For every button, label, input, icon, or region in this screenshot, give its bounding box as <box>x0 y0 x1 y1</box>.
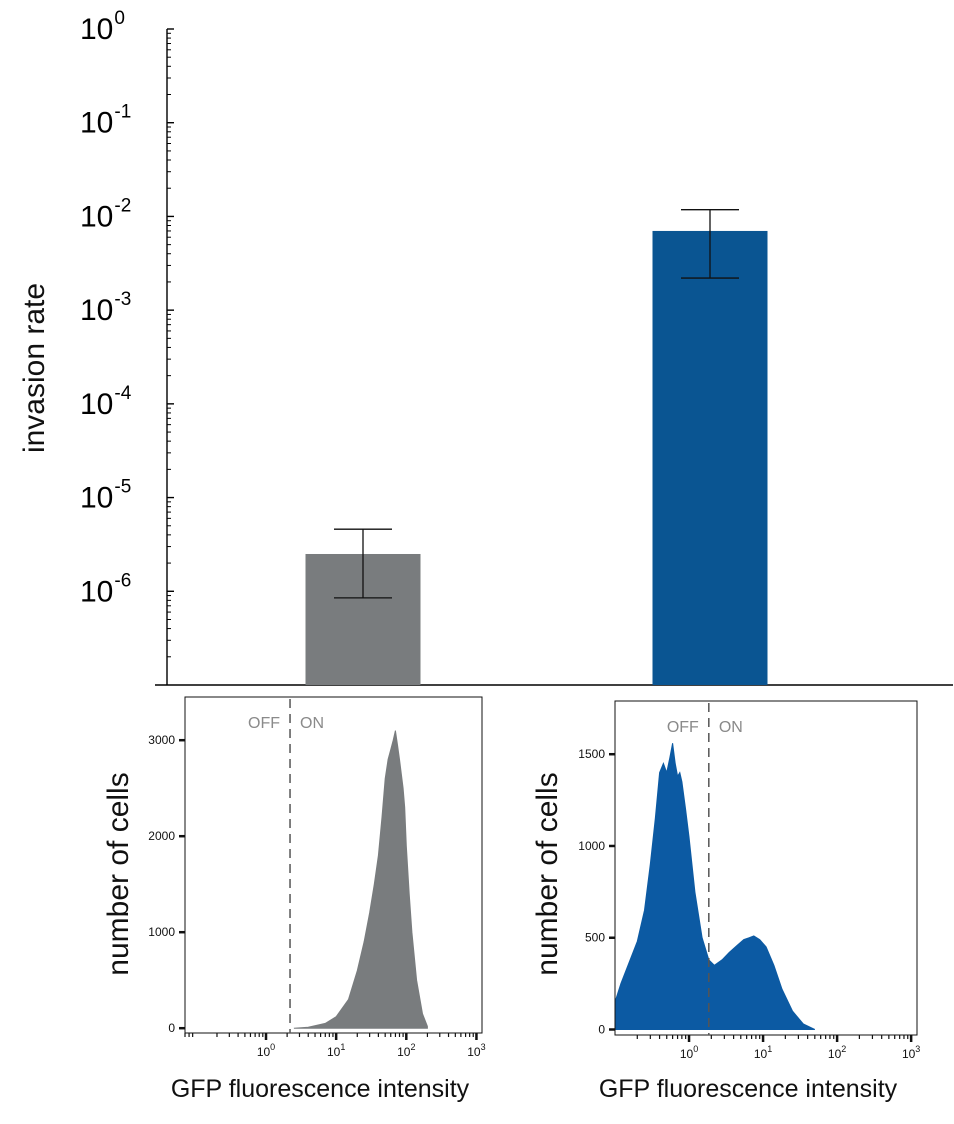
hist-left-frame <box>184 696 483 1034</box>
hist-left-x-tick-label-exponent: 1 <box>340 1042 345 1052</box>
bar-chart-y-tick-label-base: 10 <box>80 482 113 515</box>
histogram-left: number of cells GFP fluorescence intensi… <box>102 696 486 1103</box>
hist-left-x-tick-label-exponent: 3 <box>481 1042 486 1052</box>
hist-left-x-tick-label: 103 <box>467 1042 485 1059</box>
hist-right-x-tick-label: 101 <box>754 1044 772 1061</box>
hist-right-x-tick-label-exponent: 0 <box>693 1044 698 1054</box>
bar-chart-y-tick-label: 10-2 <box>80 195 131 233</box>
hist-left-x-tick-label-base: 10 <box>467 1045 481 1059</box>
bar-chart-y-tick-label-base: 10 <box>80 200 113 233</box>
hist-right-gate-on-label: ON <box>719 719 743 736</box>
bar-chart-y-tick-label-exponent: -2 <box>114 195 131 216</box>
hist-left-x-tick-label-base: 10 <box>327 1045 341 1059</box>
hist-left-x-tick-label-exponent: 2 <box>410 1042 415 1052</box>
bar-chart-y-tick-label-exponent: -1 <box>114 102 131 123</box>
hist-left-x-tick-label-exponent: 0 <box>270 1042 275 1052</box>
bar-chart-y-tick-label-exponent: -5 <box>114 477 131 498</box>
bar-chart-y-tick-label: 10-5 <box>80 477 131 515</box>
hist-left-x-tick-label: 100 <box>257 1042 275 1059</box>
bar-chart-y-tick-label-exponent: -3 <box>114 289 131 310</box>
hist-left-y-tick-label: 2000 <box>148 829 175 843</box>
bar-chart-y-tick-label: 10-3 <box>80 289 131 327</box>
hist-left-x-tick-label: 101 <box>327 1042 345 1059</box>
histogram-right: number of cells GFP fluorescence intensi… <box>531 700 920 1103</box>
hist-left-x-tick-label-base: 10 <box>257 1045 271 1059</box>
hist-left-y-tick-label: 1000 <box>148 925 175 939</box>
histogram-left-x-axis-title: GFP fluorescence intensity <box>171 1075 470 1103</box>
bar-chart-y-tick-label-base: 10 <box>80 388 113 421</box>
hist-right-x-tick-label-base: 10 <box>754 1047 768 1061</box>
bar-chart-bars <box>305 209 768 685</box>
hist-left-x-tick-label-base: 10 <box>397 1045 411 1059</box>
bar-chart-y-tick-label-exponent: -6 <box>114 570 131 591</box>
histogram-left-y-axis-title: number of cells <box>102 772 135 975</box>
hist-right-x-tick-label-exponent: 3 <box>915 1044 920 1054</box>
bar-chart-y-tick-label-base: 10 <box>80 294 113 327</box>
hist-left-x-tick-label: 102 <box>397 1042 415 1059</box>
hist-right-x-tick-label: 102 <box>828 1044 846 1061</box>
hist-right-x-tick-label-base: 10 <box>828 1047 842 1061</box>
bar-chart-y-tick-label: 10-1 <box>80 102 131 140</box>
hist-right-x-tick-label-base: 10 <box>902 1047 916 1061</box>
hist-right-y-tick-label: 0 <box>598 1022 605 1036</box>
histogram-right-y-axis-title: number of cells <box>531 772 564 975</box>
hist-right-y-tick-label: 1500 <box>578 747 605 761</box>
bar-chart-y-tick-label-exponent: -4 <box>114 383 131 404</box>
hist-right-gate-off-label: OFF <box>667 719 699 736</box>
hist-right-distribution <box>614 743 816 1030</box>
hist-right-x-tick-label: 100 <box>680 1044 698 1061</box>
hist-right-y-tick-label: 1000 <box>578 839 605 853</box>
hist-right-y-tick-label: 500 <box>585 931 605 945</box>
bar-2 <box>652 230 768 685</box>
bar-chart-y-tick-label-base: 10 <box>80 107 113 140</box>
hist-left-y-tick-label: 3000 <box>148 733 175 747</box>
bar-chart-y-tick-label-base: 10 <box>80 13 113 46</box>
hist-right-x-tick-label-base: 10 <box>680 1047 694 1061</box>
hist-right-x-tick-label-exponent: 1 <box>767 1044 772 1054</box>
bar-chart-y-tick-label-exponent: 0 <box>114 8 125 29</box>
bar-chart-y-tick-label: 10-4 <box>80 383 132 421</box>
hist-left-gate-off-label: OFF <box>248 715 280 732</box>
bar-chart-y-axis-title: invasion rate <box>18 283 51 453</box>
hist-left-gate-on-label: ON <box>300 715 324 732</box>
bar-chart-y-tick-label-base: 10 <box>80 575 113 608</box>
hist-right-frame <box>614 700 918 1036</box>
hist-right-x-tick-label-exponent: 2 <box>841 1044 846 1054</box>
histogram-right-x-axis-title: GFP fluorescence intensity <box>599 1075 898 1103</box>
bar-chart-y-tick-label: 10-6 <box>80 570 131 608</box>
hist-right-x-tick-label: 103 <box>902 1044 920 1061</box>
hist-left-y-tick-label: 0 <box>168 1021 175 1035</box>
hist-left-distribution <box>293 730 428 1029</box>
bar-chart-y-tick-label: 100 <box>80 8 125 46</box>
